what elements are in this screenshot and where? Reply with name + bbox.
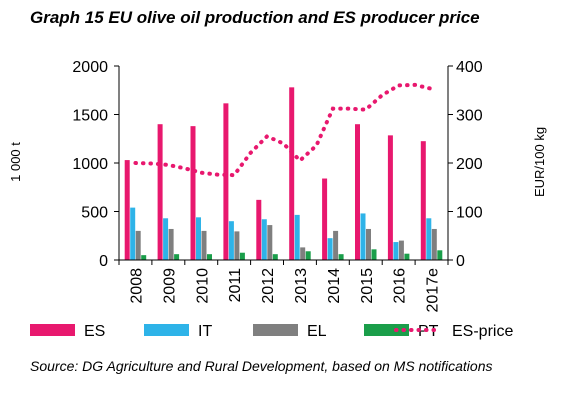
bar-pt-2016 xyxy=(404,253,410,260)
bar-it-2009 xyxy=(163,218,169,260)
bar-pt-2017e xyxy=(437,250,443,260)
legend-swatch-pt xyxy=(364,324,409,336)
bar-es-2009 xyxy=(157,124,163,260)
bar-pt-2009 xyxy=(174,254,180,260)
y-axis-right-title: EUR/100 kg xyxy=(532,127,547,197)
legend-label-pt: PT xyxy=(418,323,439,340)
legend: ES IT EL PT ES-price xyxy=(30,323,513,340)
bar-es-2010 xyxy=(190,126,196,260)
bar-el-2015 xyxy=(366,228,371,260)
bar-el-2017e xyxy=(431,228,437,260)
bar-it-2011 xyxy=(228,221,234,260)
y-tick-label-right: 300 xyxy=(456,108,483,125)
legend-label-es-price: ES-price xyxy=(452,323,513,340)
x-tick-label: 2013 xyxy=(293,268,310,304)
axes-layer: 0 500 1000 1500 2000 0 100 200 300 400 2008 2009 201… xyxy=(72,59,482,313)
bar-el-2012 xyxy=(267,225,273,260)
legend-swatch-es xyxy=(30,324,75,336)
legend-label-el: EL xyxy=(307,323,327,340)
y-tick-label-left: 1500 xyxy=(72,108,108,125)
chart-title: Graph 15 EU olive oil production and ES … xyxy=(30,8,480,27)
bar-es-2013 xyxy=(289,87,295,260)
y-tick-label-left: 0 xyxy=(99,253,108,270)
bar-pt-2011 xyxy=(239,252,245,260)
bar-es-2008 xyxy=(124,160,130,260)
bar-es-2015 xyxy=(355,124,360,260)
bar-el-2013 xyxy=(300,247,306,260)
y-tick-label-right: 0 xyxy=(456,253,465,270)
bar-pt-2010 xyxy=(207,254,212,260)
x-tick-label: 2009 xyxy=(161,268,178,304)
x-tick-label: 2016 xyxy=(392,268,409,304)
x-tick-label: 2015 xyxy=(359,268,376,304)
legend-swatch-el xyxy=(253,324,298,336)
x-tick-label: 2011 xyxy=(227,268,244,303)
bar-el-2016 xyxy=(398,240,404,260)
bar-el-2008 xyxy=(135,230,141,260)
bar-el-2014 xyxy=(333,230,339,260)
legend-label-es: ES xyxy=(84,323,105,340)
y-tick-label-left: 500 xyxy=(81,205,108,222)
y-tick-label-right: 100 xyxy=(456,205,483,222)
bar-es-2014 xyxy=(322,178,328,260)
x-tick-label: 2012 xyxy=(260,268,277,304)
es-price-line xyxy=(133,82,434,178)
y-axis-left-title: 1 000 t xyxy=(8,142,23,182)
bar-pt-2014 xyxy=(338,254,344,260)
bar-it-2013 xyxy=(294,214,300,260)
y-tick-label-left: 2000 xyxy=(72,59,108,76)
bar-es-2011 xyxy=(223,103,229,260)
bar-pt-2008 xyxy=(141,255,147,260)
bar-es-2012 xyxy=(256,199,262,260)
bar-it-2012 xyxy=(261,219,267,260)
bar-pt-2013 xyxy=(305,251,311,260)
bar-es-2017e xyxy=(420,141,426,260)
bar-it-2017e xyxy=(426,218,432,260)
x-tick-label: 2010 xyxy=(194,268,211,304)
bar-it-2014 xyxy=(327,238,333,260)
bar-el-2010 xyxy=(201,230,207,260)
x-tick-label: 2008 xyxy=(128,268,145,304)
y-tick-label-left: 1000 xyxy=(72,156,108,173)
legend-label-it: IT xyxy=(198,323,212,340)
bar-el-2011 xyxy=(234,231,240,260)
bar-pt-2012 xyxy=(272,254,278,260)
bars-layer xyxy=(124,87,443,260)
x-tick-label: 2017e xyxy=(425,268,442,313)
y-tick-label-right: 200 xyxy=(456,156,483,173)
bar-el-2009 xyxy=(168,228,174,260)
source-note: Source: DG Agriculture and Rural Develop… xyxy=(30,358,493,374)
bar-it-2016 xyxy=(393,242,399,260)
bar-pt-2015 xyxy=(371,249,377,260)
bar-it-2015 xyxy=(360,213,366,260)
y-tick-label-right: 400 xyxy=(456,59,483,76)
bar-es-2016 xyxy=(387,135,393,260)
x-tick-label: 2014 xyxy=(326,268,343,304)
bar-it-2008 xyxy=(130,207,136,260)
bar-it-2010 xyxy=(196,217,201,260)
legend-swatch-it xyxy=(144,324,189,336)
